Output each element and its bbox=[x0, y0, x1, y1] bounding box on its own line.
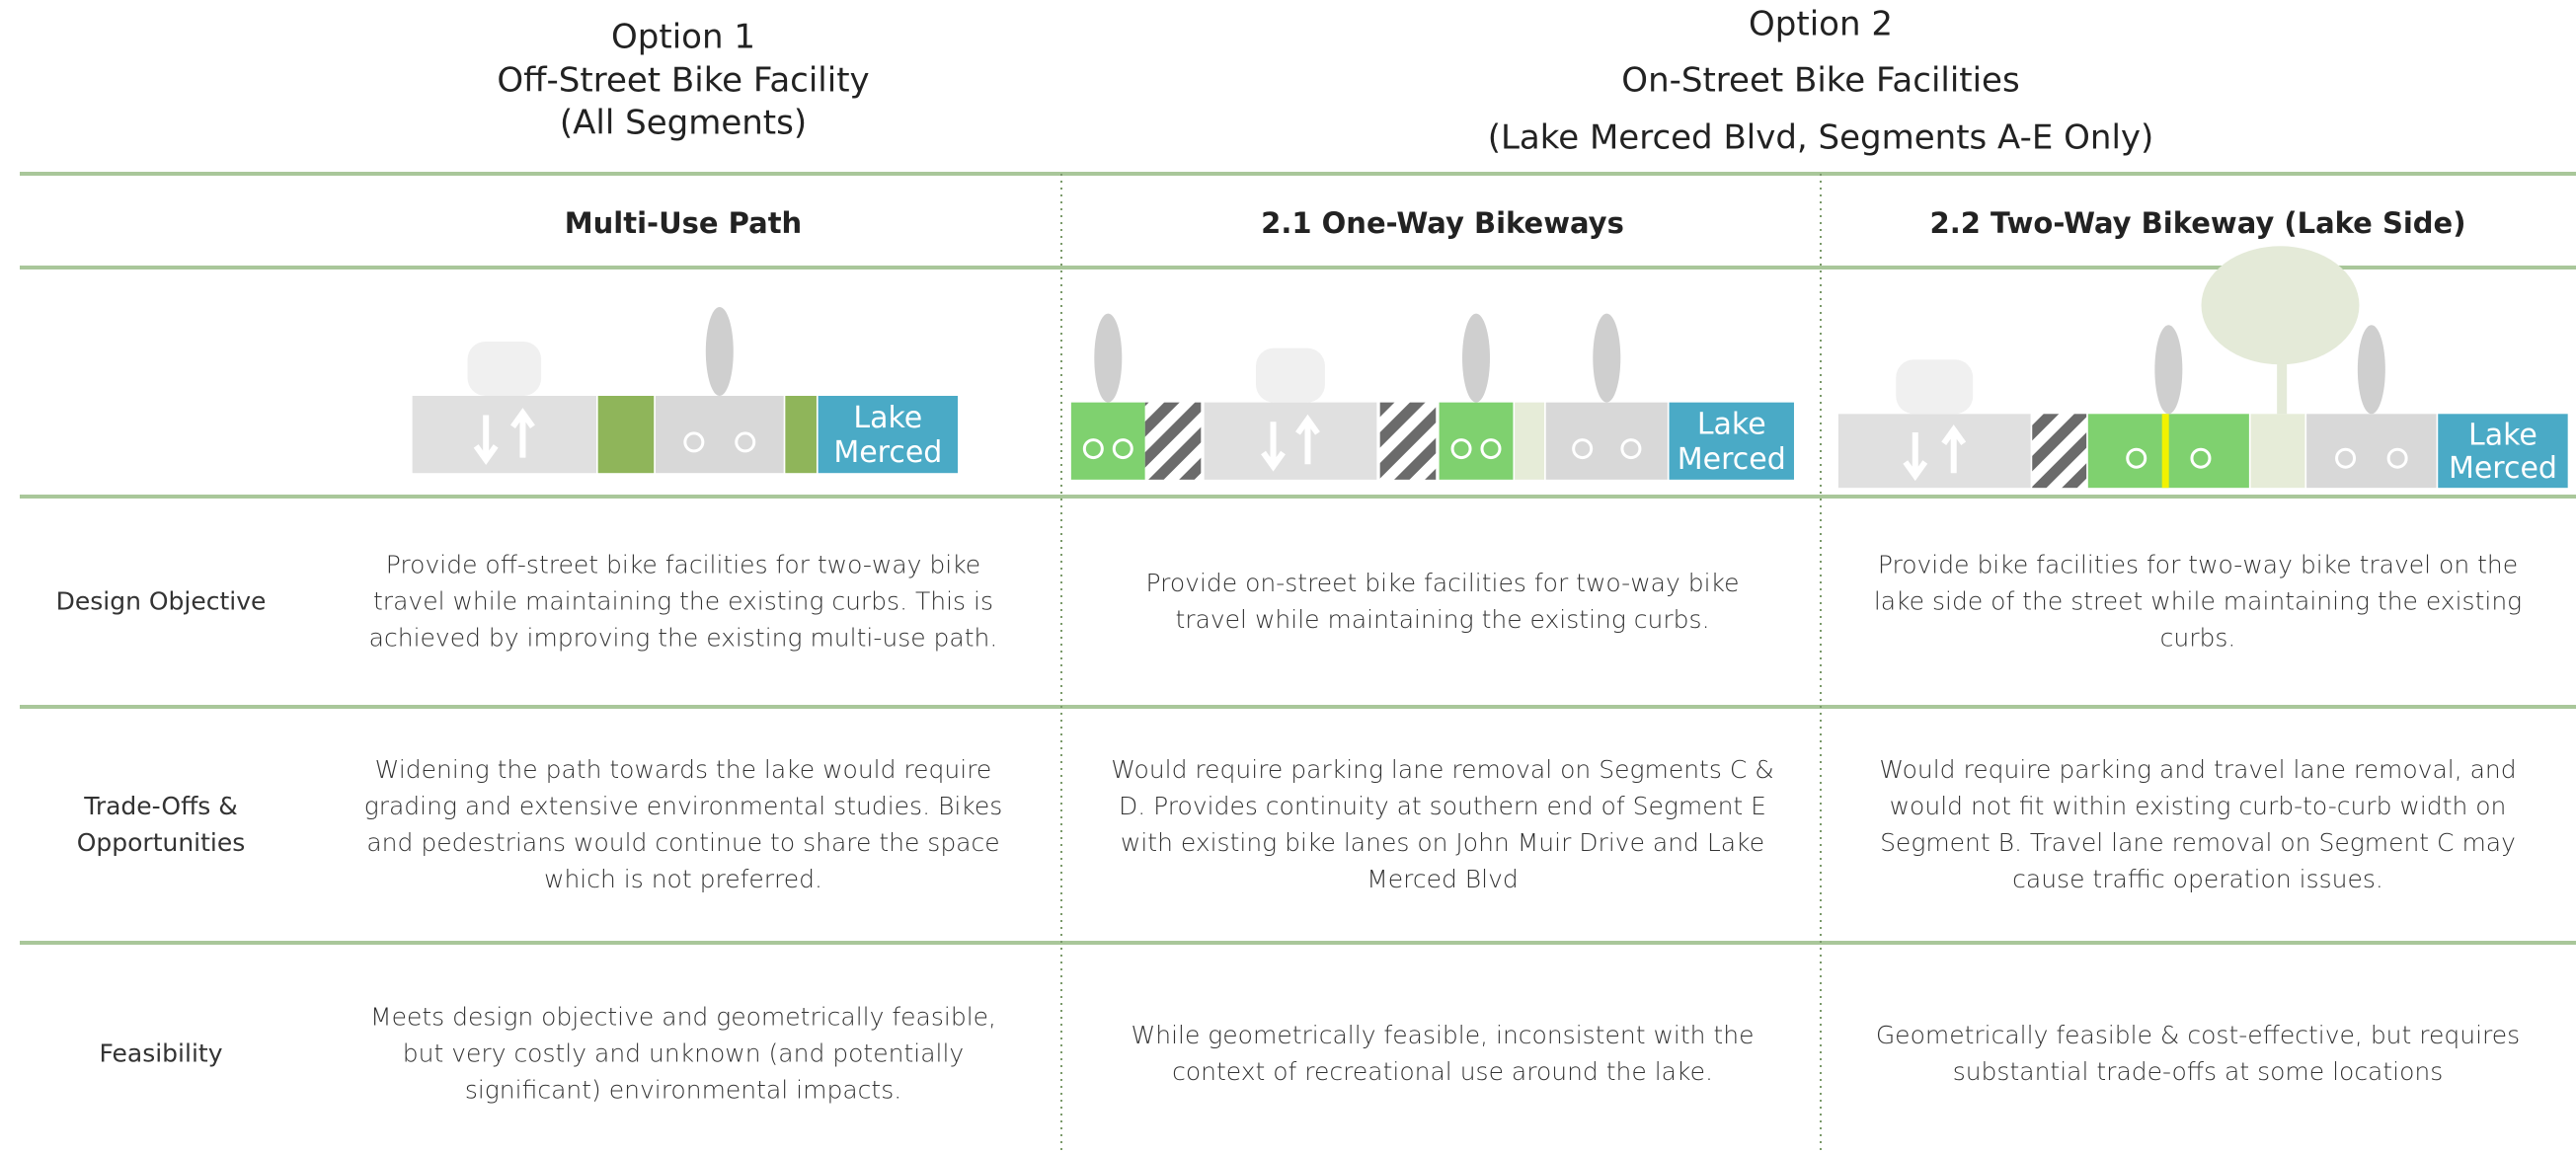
row-cell: Would require parking and travel lane re… bbox=[1879, 755, 2517, 893]
row-cell: While geometrically feasible, inconsiste… bbox=[1131, 1021, 1755, 1086]
icon bbox=[1480, 438, 1502, 460]
cross-section-segment bbox=[1439, 402, 1514, 480]
icon bbox=[735, 431, 756, 453]
row-cell: Provide off-street bike facilities for t… bbox=[368, 550, 998, 653]
row-cell: Meets design objective and geometrically… bbox=[370, 1002, 996, 1105]
icon bbox=[2190, 447, 2212, 469]
cross-section-segment bbox=[597, 396, 655, 474]
car-silhouette bbox=[1256, 347, 1325, 403]
option-title-line: On-Street Bike Facilities bbox=[1621, 60, 2020, 101]
icon bbox=[683, 431, 705, 453]
cross-section-segment bbox=[1545, 402, 1668, 480]
lake-label: Merced bbox=[1678, 442, 1786, 477]
person-silhouette bbox=[2357, 325, 2385, 415]
lake-label: Lake bbox=[1697, 408, 1766, 442]
option-title-line: Option 1 bbox=[611, 17, 755, 57]
row-cell: Would require parking lane removal on Se… bbox=[1111, 755, 1774, 893]
person-silhouette bbox=[2154, 325, 2183, 415]
row-label: Feasibility bbox=[99, 1039, 223, 1068]
person-silhouette bbox=[1094, 313, 1123, 403]
cross-section-segment bbox=[655, 396, 784, 474]
option-title-line: (Lake Merced Blvd, Segments A-E Only) bbox=[1487, 117, 2154, 158]
cross-section-segment bbox=[412, 396, 596, 474]
cross-section-segment bbox=[1379, 402, 1437, 480]
cross-section-segment bbox=[2032, 414, 2087, 489]
option-title-line: (All Segments) bbox=[559, 103, 808, 143]
icon bbox=[1620, 438, 1642, 460]
row-label: Design Objective bbox=[55, 586, 267, 616]
cross-section-segment bbox=[1144, 402, 1202, 480]
tree-trunk bbox=[2277, 335, 2288, 415]
center-line bbox=[2161, 414, 2169, 489]
cross-section-segment bbox=[2250, 414, 2305, 489]
lane-arrows bbox=[473, 408, 535, 465]
column-heading: Multi-Use Path bbox=[564, 206, 803, 240]
icon bbox=[2386, 447, 2408, 469]
icon bbox=[1112, 438, 1133, 460]
row-cell: Provide on-street bike facilities for tw… bbox=[1145, 569, 1740, 634]
column-heading: 2.2 Two-Way Bikeway (Lake Side) bbox=[1929, 206, 2466, 240]
person-silhouette bbox=[705, 307, 734, 397]
row-cell: Widening the path towards the lake would… bbox=[363, 755, 1003, 893]
cross-section-segment bbox=[1669, 402, 1794, 480]
tree-silhouette bbox=[2201, 246, 2360, 365]
cross-section-segment bbox=[1515, 402, 1545, 480]
icon bbox=[1572, 438, 1594, 460]
icon bbox=[1082, 438, 1104, 460]
cross-section-segment bbox=[818, 396, 959, 474]
lake-label: Lake bbox=[2468, 418, 2537, 452]
cross-section-segment bbox=[2306, 414, 2437, 489]
lake-label: Lake bbox=[853, 401, 922, 435]
option-title-line: Option 2 bbox=[1749, 4, 1893, 44]
cross-section-segment bbox=[1204, 402, 1377, 480]
icon bbox=[2335, 447, 2357, 469]
person-silhouette bbox=[1593, 313, 1621, 403]
cross-section-segment bbox=[785, 396, 817, 474]
icon bbox=[2126, 447, 2147, 469]
lane-arrows bbox=[1903, 424, 1967, 482]
car-silhouette bbox=[1896, 359, 1974, 415]
cross-section-segment bbox=[1837, 414, 2031, 489]
cross-section-segment bbox=[2438, 414, 2568, 489]
column-heading: 2.1 One-Way Bikeways bbox=[1261, 206, 1624, 240]
row-label: Trade-Offs & Opportunities bbox=[76, 792, 246, 857]
row-cell: Geometrically feasible & cost-effective,… bbox=[1875, 1021, 2521, 1086]
option-title-line: Off-Street Bike Facility bbox=[497, 60, 870, 101]
icon bbox=[1450, 438, 1472, 460]
cross-section-segment bbox=[1070, 402, 1145, 480]
lake-label: Merced bbox=[2449, 451, 2557, 486]
lane-arrows bbox=[1261, 414, 1320, 472]
lake-label: Merced bbox=[833, 435, 942, 470]
car-silhouette bbox=[467, 342, 542, 397]
person-silhouette bbox=[1462, 313, 1491, 403]
row-cell: Provide bike facilities for two-way bike… bbox=[1873, 550, 2523, 653]
